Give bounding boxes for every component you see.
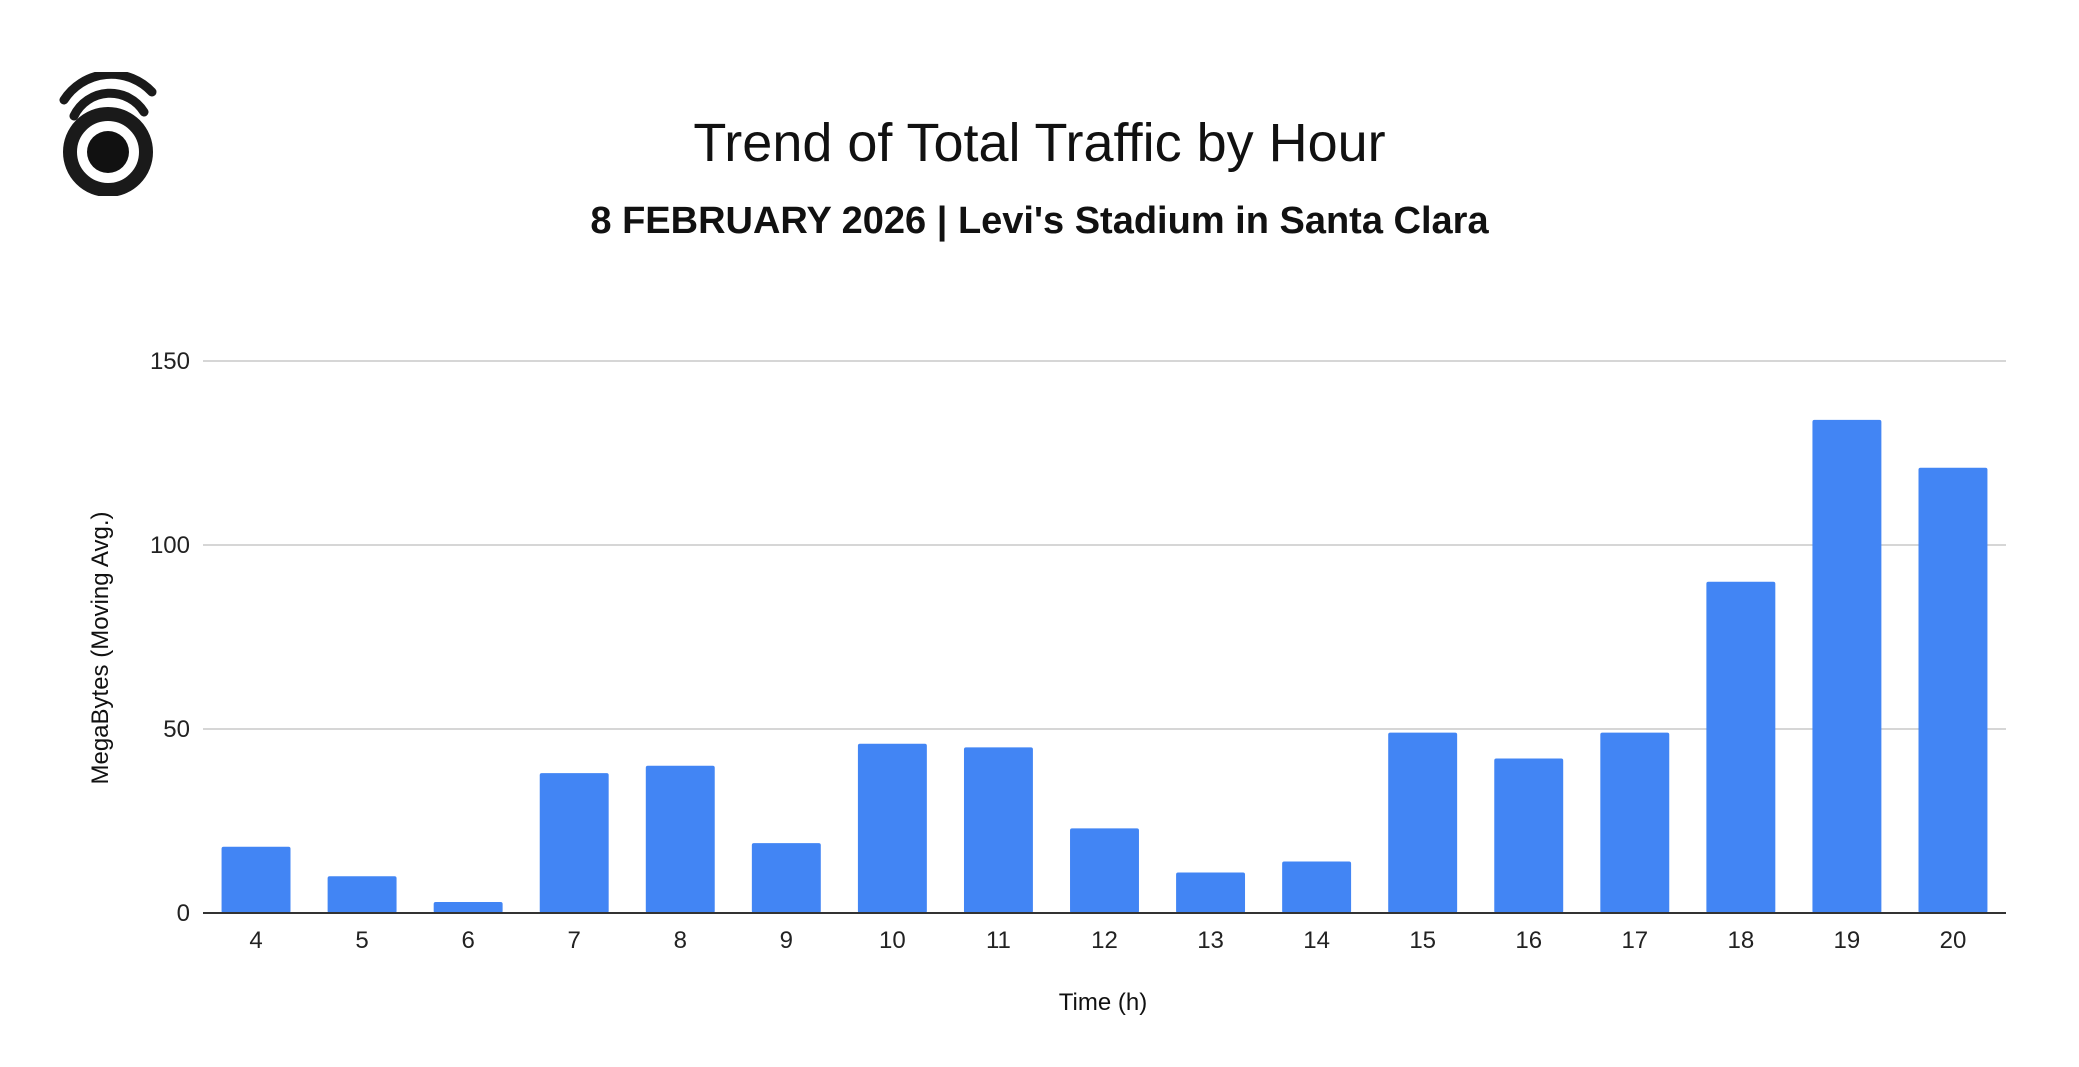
x-tick-label: 19: [1834, 927, 1861, 954]
bar-hour-19: [1812, 419, 1882, 913]
x-tick-label: 4: [249, 927, 262, 954]
bar-hour-10: [857, 743, 927, 913]
bars: [221, 419, 1988, 913]
x-tick-label: 6: [461, 927, 474, 954]
x-tick-label: 13: [1197, 927, 1224, 954]
x-tick-label: 15: [1409, 927, 1436, 954]
wifi-signal-logo-icon: [59, 72, 157, 196]
bar-hour-7: [539, 773, 609, 913]
bar-hour-16: [1494, 758, 1564, 913]
y-axis-label: MegaBytes (Moving Avg.): [87, 511, 114, 784]
bar-hour-9: [751, 843, 821, 913]
x-tick-label: 10: [879, 927, 906, 954]
x-tick-label: 20: [1940, 927, 1967, 954]
x-tick-label: 8: [674, 927, 687, 954]
chart-title: Trend of Total Traffic by Hour: [693, 113, 1386, 173]
y-tick-label: 0: [177, 900, 190, 927]
x-tick-label: 5: [355, 927, 368, 954]
bar-hour-12: [1070, 828, 1139, 913]
x-tick-label: 14: [1303, 927, 1330, 954]
x-tick-label: 9: [780, 927, 793, 954]
bar-hour-15: [1388, 732, 1458, 913]
bar-hour-5: [327, 876, 397, 913]
x-tick-label: 18: [1728, 927, 1755, 954]
y-tick-label: 50: [163, 716, 190, 743]
axes: 0 50 100 150 4 5 6 7 8 9 10 11 12 13 14 15 16 17 18 19 20: [150, 348, 2006, 954]
y-tick-label: 150: [150, 348, 190, 375]
x-tick-label: 7: [568, 927, 581, 954]
chart-subtitle: 8 FEBRUARY 2026 | Levi's Stadium in Sant…: [590, 200, 1489, 242]
bar-hour-8: [645, 765, 715, 913]
gridlines: [203, 360, 2006, 730]
bar-hour-13: [1176, 872, 1246, 913]
x-tick-label: 16: [1515, 927, 1542, 954]
bar-hour-18: [1706, 581, 1776, 913]
bar-hour-17: [1600, 732, 1670, 913]
bar-hour-20: [1918, 467, 1988, 913]
x-tick-label: 11: [986, 927, 1011, 954]
x-axis-label: Time (h): [1059, 989, 1147, 1016]
x-tick-label: 12: [1091, 927, 1118, 954]
bar-hour-4: [221, 846, 291, 913]
y-tick-label: 100: [150, 532, 190, 559]
bar-hour-6: [433, 901, 503, 913]
bar-hour-11: [963, 747, 1033, 913]
bar-hour-14: [1282, 861, 1352, 913]
x-tick-label: 17: [1621, 927, 1648, 954]
